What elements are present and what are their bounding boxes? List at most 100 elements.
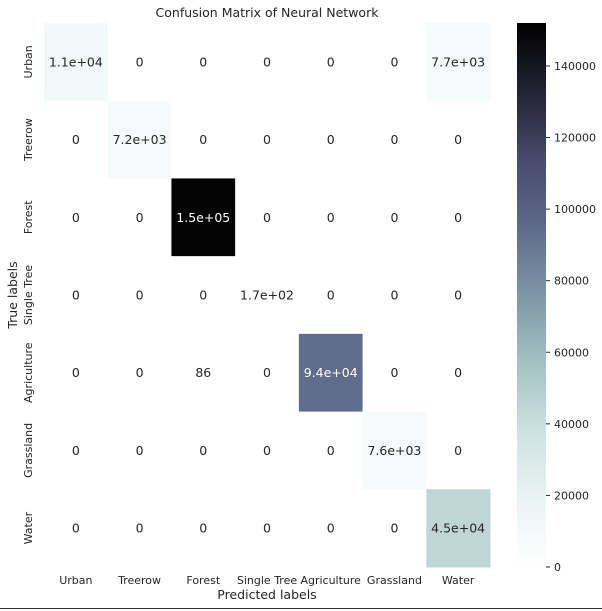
cell-value-label: 0 <box>72 288 80 303</box>
cell-value-label: 0 <box>72 132 80 147</box>
heatmap-cell <box>171 100 236 179</box>
colorbar-tick-label: 80000 <box>554 275 589 288</box>
heatmap-cell <box>44 100 109 179</box>
cell-value-label: 0 <box>390 365 398 380</box>
cell-value-label: 0 <box>327 288 335 303</box>
heatmap-cell <box>298 100 364 179</box>
cell-value-label: 0 <box>327 132 335 147</box>
cell-value-label: 0 <box>199 521 207 536</box>
cell-value-label: 0 <box>136 288 144 303</box>
cell-value-label: 0 <box>263 521 271 536</box>
heatmap-cell <box>107 23 172 102</box>
cell-value-label: 1.5e+05 <box>176 210 230 225</box>
heatmap-cells: 1.1e+04 0 0 0 0 0 7.7e+03 0 7.2e+03 0 0 0 0 0 0 0 1.5e+0… <box>44 23 491 568</box>
heatmap-cell <box>298 178 364 257</box>
cell-value-label: 0 <box>390 54 398 69</box>
heatmap-cell <box>426 100 491 179</box>
y-tick-label: Urban <box>22 45 35 78</box>
heatmap-cell <box>362 23 427 102</box>
x-tick-label: Grassland <box>367 574 422 587</box>
y-tick-label: Treerow <box>22 118 35 162</box>
x-tick-label: Forest <box>186 574 220 587</box>
cell-value-label: 86 <box>195 365 211 380</box>
x-axis-label: Predicted labels <box>217 587 316 602</box>
cell-value-label: 0 <box>72 521 80 536</box>
cell-value-label: 0 <box>454 210 462 225</box>
y-axis-label: True labels <box>5 261 20 329</box>
heatmap-cell <box>362 489 427 568</box>
cell-value-label: 0 <box>136 365 144 380</box>
cell-value-label: 0 <box>327 443 335 458</box>
cell-value-label: 0 <box>263 443 271 458</box>
heatmap-cell <box>107 178 172 257</box>
cell-value-label: 1.1e+04 <box>49 54 103 69</box>
heatmap-cell <box>44 333 109 413</box>
heatmap-cell <box>298 333 364 413</box>
heatmap-cell <box>426 411 491 490</box>
x-tick-label: Urban <box>59 574 92 587</box>
cell-value-label: 9.4e+04 <box>304 365 358 380</box>
heatmap-cell <box>426 23 491 102</box>
bottom-divider <box>0 608 602 609</box>
cell-value-label: 7.6e+03 <box>367 443 421 458</box>
x-tick-label: Treerow <box>117 574 161 587</box>
cell-value-label: 0 <box>263 132 271 147</box>
cell-value-label: 0 <box>390 132 398 147</box>
cell-value-label: 0 <box>199 132 207 147</box>
heatmap-cell <box>298 256 364 335</box>
cell-value-label: 0 <box>72 365 80 380</box>
cell-value-label: 0 <box>136 210 144 225</box>
cell-value-label: 0 <box>454 365 462 380</box>
y-tick-label: Single Tree <box>22 265 35 325</box>
cell-value-label: 0 <box>327 521 335 536</box>
cell-value-label: 0 <box>136 443 144 458</box>
heatmap-cell <box>235 256 300 335</box>
x-tick-label: Water <box>442 574 475 587</box>
colorbar-tick-label: 40000 <box>554 418 589 431</box>
heatmap-cell <box>298 489 364 568</box>
colorbar-tick-label: 60000 <box>554 346 589 359</box>
cell-value-label: 0 <box>390 288 398 303</box>
cell-value-label: 0 <box>454 288 462 303</box>
cell-value-label: 0 <box>263 365 271 380</box>
heatmap-cell <box>107 256 172 335</box>
heatmap-cell <box>107 100 172 179</box>
heatmap-cell <box>171 333 236 413</box>
cell-value-label: 0 <box>199 54 207 69</box>
cell-value-label: 0 <box>72 210 80 225</box>
heatmap-cell <box>171 256 236 335</box>
colorbar-tick-label: 120000 <box>554 132 596 145</box>
x-tick-label: Single Tree <box>237 574 297 587</box>
heatmap-cell <box>107 411 172 490</box>
colorbar-tick-label: 0 <box>554 561 561 574</box>
cell-value-label: 0 <box>263 210 271 225</box>
cell-value-label: 0 <box>454 443 462 458</box>
heatmap-cell <box>171 23 236 102</box>
heatmap-cell <box>235 23 300 102</box>
heatmap-cell <box>171 411 236 490</box>
cell-value-label: 0 <box>136 521 144 536</box>
heatmap-cell <box>44 23 109 102</box>
heatmap-cell <box>235 178 300 257</box>
heatmap-cell <box>362 256 427 335</box>
y-tick-label: Water <box>22 511 35 544</box>
heatmap-cell <box>426 489 491 568</box>
cell-value-label: 0 <box>199 443 207 458</box>
heatmap-cell <box>235 411 300 490</box>
cell-value-label: 0 <box>136 54 144 69</box>
colorbar-tick-label: 20000 <box>554 489 589 502</box>
cell-value-label: 0 <box>454 132 462 147</box>
y-tick-labels: Urban Treerow Forest Single Tree Agriculture… <box>22 45 35 544</box>
heatmap-cell <box>362 411 427 490</box>
heatmap-cell <box>107 333 172 413</box>
cell-value-label: 0 <box>390 521 398 536</box>
heatmap-cell <box>171 489 236 568</box>
heatmap-cell <box>298 23 364 102</box>
cell-value-label: 0 <box>263 54 271 69</box>
colorbar <box>517 23 546 567</box>
cell-value-label: 0 <box>72 443 80 458</box>
cell-value-label: 0 <box>390 210 398 225</box>
heatmap-cell <box>426 256 491 335</box>
colorbar-tick-label: 100000 <box>554 203 596 216</box>
